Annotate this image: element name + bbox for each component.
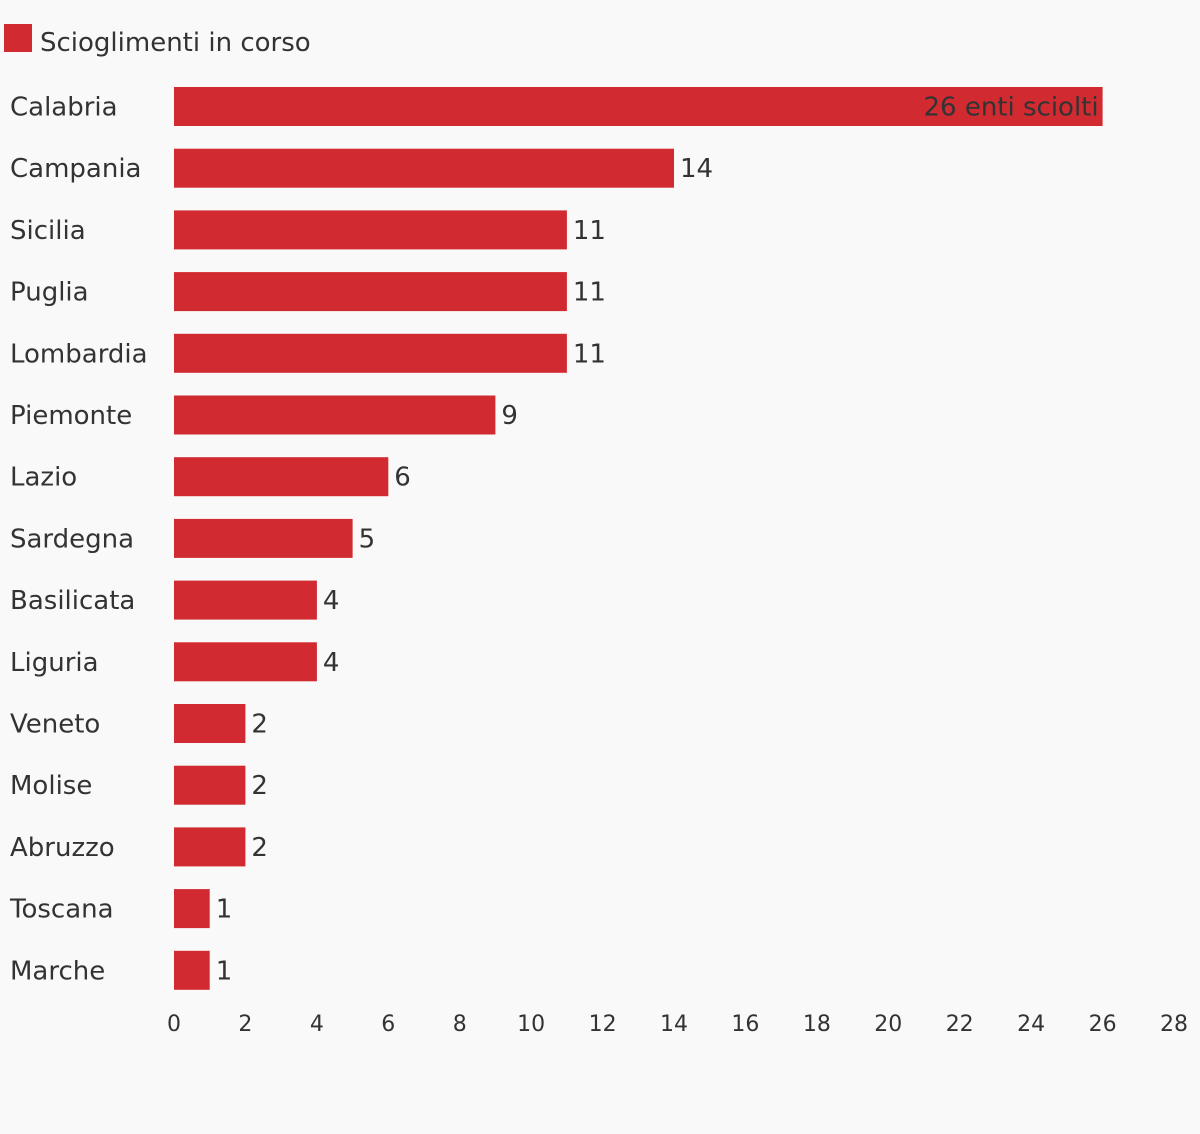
bar-sicilia [174, 210, 567, 250]
value-label: 1 [216, 956, 233, 986]
bar-marche [174, 950, 210, 990]
value-label: 2 [251, 710, 268, 740]
bar-molise [174, 765, 246, 805]
bar-puglia [174, 272, 567, 312]
x-tick-label: 16 [731, 1012, 759, 1037]
value-label: 6 [394, 463, 411, 493]
bar-liguria [174, 642, 317, 682]
value-label: 2 [251, 833, 268, 863]
bar-calabria [174, 87, 1103, 126]
value-label: 11 [573, 339, 606, 369]
value-label: 1 [216, 895, 233, 925]
bar-campania [174, 148, 674, 188]
category-label: Piemonte [10, 401, 132, 431]
x-tick-label: 6 [381, 1012, 395, 1037]
x-axis: 0 2 4 6 8 10 12 14 16 18 20 22 24 26 28 [167, 1012, 1188, 1037]
bar-basilicata [174, 580, 317, 620]
category-label: Lazio [10, 463, 77, 493]
x-tick-label: 0 [167, 1012, 181, 1037]
category-label: Marche [10, 956, 105, 986]
x-tick-label: 18 [803, 1012, 831, 1037]
category-label: Sicilia [10, 216, 86, 246]
value-label: 5 [359, 524, 376, 554]
category-label: Sardegna [10, 524, 134, 554]
category-label: Veneto [10, 710, 100, 740]
bar-lombardia [174, 333, 567, 373]
legend: Scioglimenti in corso [4, 24, 311, 58]
category-label: Molise [10, 771, 92, 801]
category-label: Liguria [10, 648, 99, 678]
x-tick-label: 26 [1089, 1012, 1117, 1037]
x-tick-label: 12 [589, 1012, 617, 1037]
x-tick-label: 22 [946, 1012, 974, 1037]
bar-veneto [174, 704, 246, 743]
value-label: 11 [573, 216, 606, 246]
category-label: Puglia [10, 278, 89, 308]
category-label: Lombardia [10, 339, 148, 369]
x-tick-label: 8 [453, 1012, 467, 1037]
bars [174, 87, 1103, 990]
bar-sardegna [174, 518, 353, 558]
category-label: Basilicata [10, 586, 135, 616]
category-labels: Calabria Campania Sicilia Puglia Lombardia Pi… [9, 93, 148, 987]
x-tick-label: 20 [874, 1012, 902, 1037]
category-label: Toscana [9, 895, 114, 925]
category-label: Campania [10, 154, 142, 184]
value-label: 9 [501, 401, 518, 431]
category-label: Abruzzo [10, 833, 115, 863]
legend-swatch [4, 24, 32, 52]
bar-lazio [174, 457, 389, 497]
value-label: 14 [680, 154, 713, 184]
x-tick-label: 4 [310, 1012, 324, 1037]
bar-piemonte [174, 395, 496, 435]
value-label: 4 [323, 648, 340, 678]
value-label: 2 [251, 771, 268, 801]
value-label: 11 [573, 278, 606, 308]
value-label: 4 [323, 586, 340, 616]
legend-label: Scioglimenti in corso [40, 28, 311, 58]
x-tick-label: 2 [238, 1012, 252, 1037]
value-label: 26 enti sciolti [923, 93, 1098, 123]
bar-toscana [174, 889, 210, 929]
x-tick-label: 10 [517, 1012, 545, 1037]
x-tick-label: 24 [1017, 1012, 1045, 1037]
category-label: Calabria [10, 93, 118, 123]
bar-abruzzo [174, 827, 246, 867]
x-tick-label: 14 [660, 1012, 688, 1037]
x-tick-label: 28 [1160, 1012, 1188, 1037]
